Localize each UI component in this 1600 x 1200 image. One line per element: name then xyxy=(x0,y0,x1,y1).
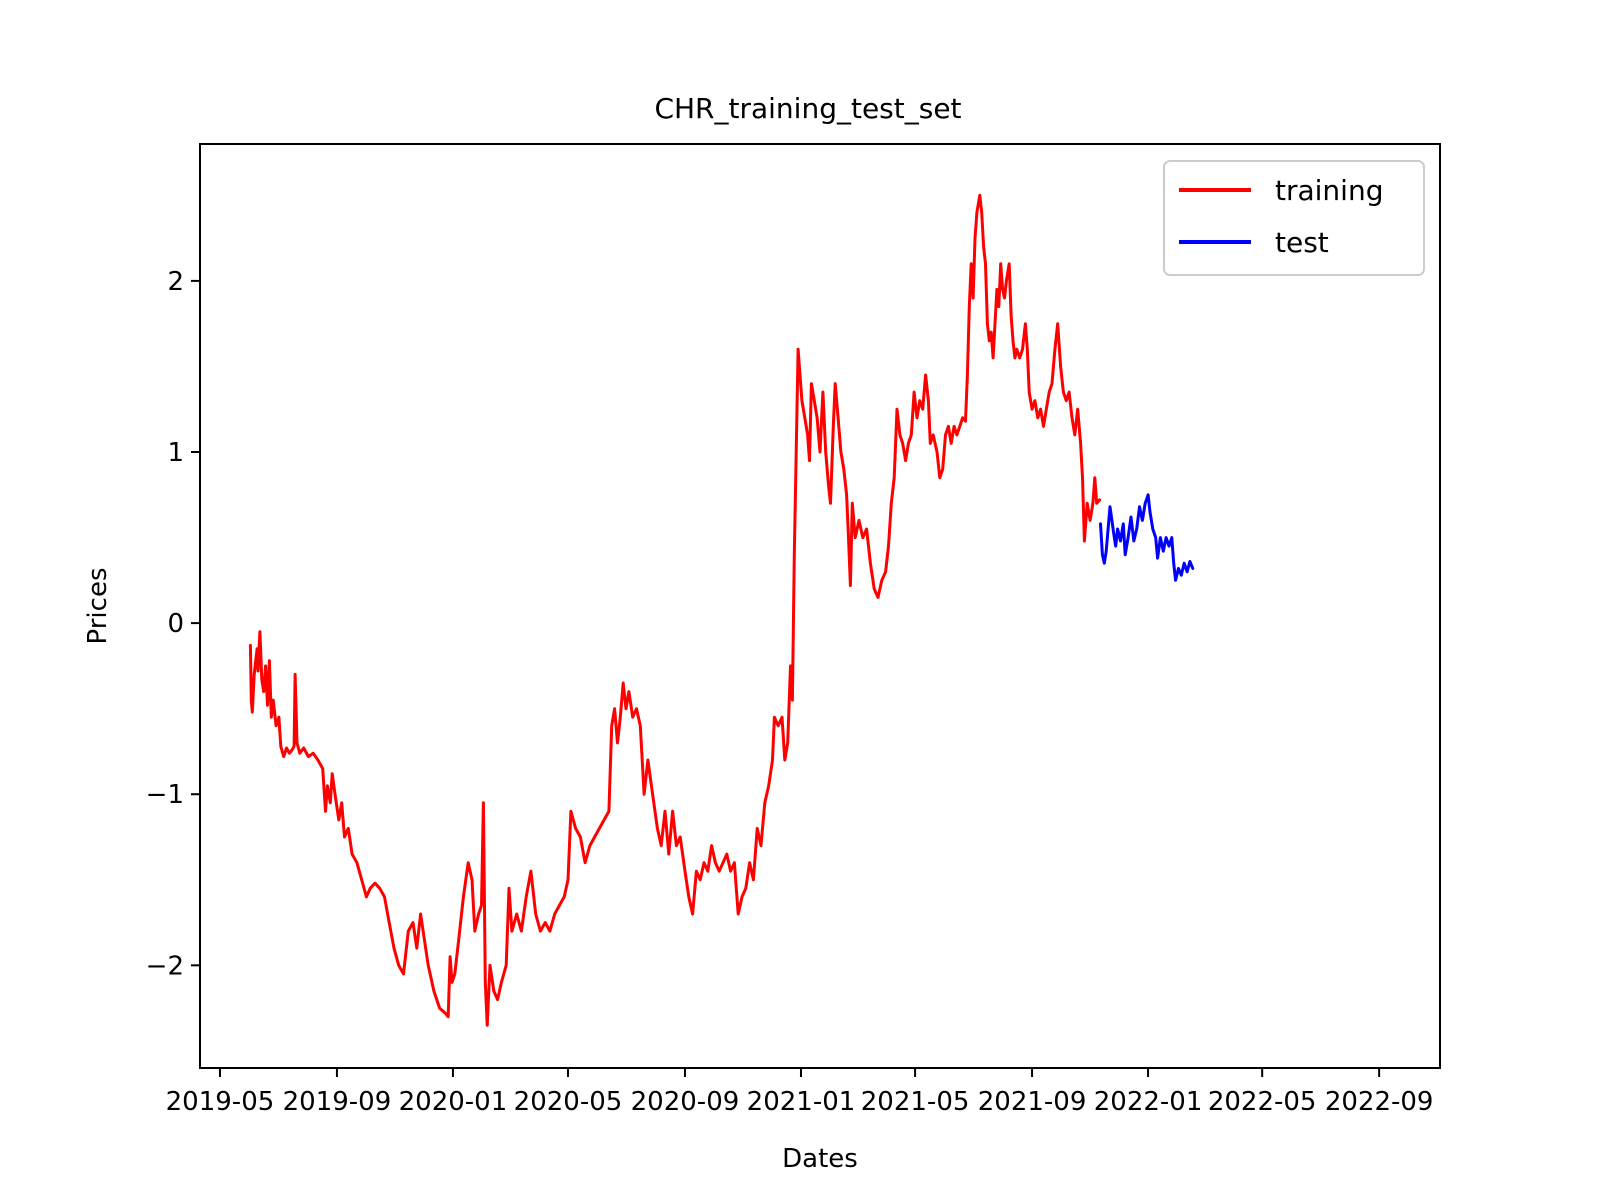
x-tick-label: 2021-05 xyxy=(861,1087,970,1117)
y-tick-label: −2 xyxy=(146,951,184,981)
y-tick-label: 0 xyxy=(167,609,184,639)
x-tick-label: 2021-01 xyxy=(747,1087,856,1117)
legend: training test xyxy=(1163,160,1425,276)
x-tick-label: 2020-01 xyxy=(399,1087,508,1117)
x-tick-label: 2020-05 xyxy=(514,1087,623,1117)
legend-label-training: training xyxy=(1275,174,1383,207)
x-tick-label: 2022-01 xyxy=(1094,1087,1203,1117)
series-layer xyxy=(248,193,1195,1027)
x-tick-label: 2019-05 xyxy=(166,1087,275,1117)
x-tick-label: 2022-05 xyxy=(1208,1087,1317,1117)
y-axis-label: Prices xyxy=(83,568,113,645)
chart-title: CHR_training_test_set xyxy=(654,92,961,125)
y-tick-label: 1 xyxy=(167,438,184,468)
x-tick-label: 2022-09 xyxy=(1325,1087,1434,1117)
series-line-training xyxy=(248,193,1102,1027)
y-tick-label: −1 xyxy=(146,780,184,810)
y-tick-label: 2 xyxy=(167,267,184,297)
y-axis-ticks: −2 −1 0 1 2 xyxy=(146,267,200,981)
x-tick-label: 2021-09 xyxy=(978,1087,1087,1117)
series-line-test xyxy=(1099,493,1195,582)
x-axis-ticks: 2019-05 2019-09 2020-01 2020-05 2020-09 2021-… xyxy=(166,1068,1434,1117)
x-tick-label: 2020-09 xyxy=(631,1087,740,1117)
x-tick-label: 2019-09 xyxy=(283,1087,392,1117)
plot-frame xyxy=(199,143,1441,1069)
legend-label-test: test xyxy=(1275,226,1329,259)
x-axis-label: Dates xyxy=(782,1144,858,1174)
